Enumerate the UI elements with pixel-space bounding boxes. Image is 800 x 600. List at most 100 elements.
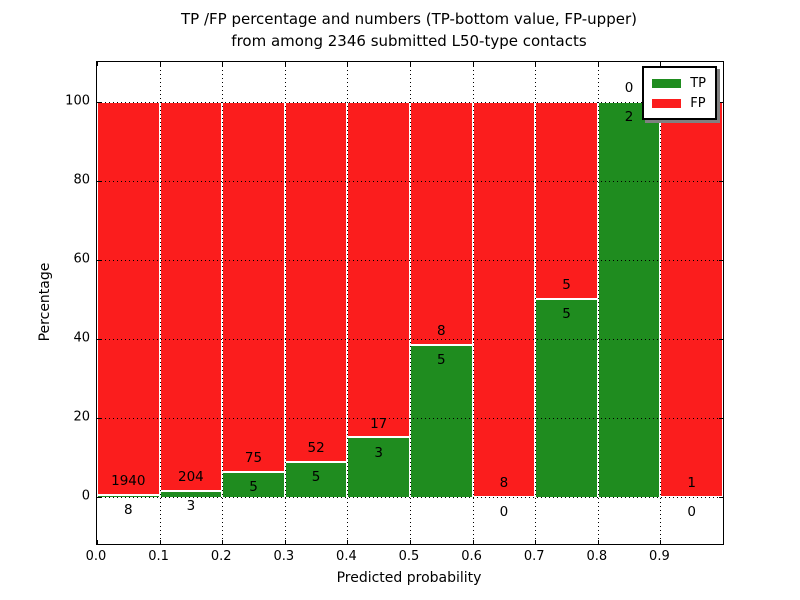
gridline-vertical: [535, 62, 537, 544]
x-tick-mark: [284, 62, 286, 66]
fp-bar: [347, 101, 410, 438]
tp-count-label: 3: [186, 498, 196, 515]
fp-count-label: 204: [178, 469, 204, 486]
fp-count-label: 1: [687, 474, 696, 491]
y-tick-label: 20: [73, 409, 90, 425]
fp-count-label: 0: [624, 79, 634, 96]
gridline-vertical: [472, 62, 474, 544]
tp-count-label: 5: [249, 479, 258, 496]
x-tick-mark: [347, 540, 349, 544]
x-tick-mark: [222, 540, 224, 544]
y-tick-mark: [97, 180, 101, 182]
fp-count-label: 52: [307, 440, 325, 457]
tp-legend-label: TP: [690, 75, 706, 91]
x-tick-mark: [347, 62, 349, 66]
y-tick-label: 80: [73, 172, 90, 188]
fp-count-label: 8: [437, 322, 446, 339]
x-tick-label: 0.8: [586, 549, 608, 564]
x-tick-mark: [159, 540, 161, 544]
tick-marks-layer: [97, 62, 723, 544]
fp-bar: [97, 101, 160, 495]
x-tick-label: 0.5: [398, 549, 420, 564]
x-tick-mark: [660, 540, 662, 544]
y-tick-label: 0: [81, 488, 90, 504]
tp-count-label: 5: [311, 469, 321, 486]
x-tick-mark: [535, 62, 537, 66]
x-tick-mark: [472, 540, 474, 544]
x-tick-label: 0.1: [148, 549, 169, 564]
x-tick-mark: [97, 62, 98, 66]
plot-area: 1940 8 204 3 75 5 52 5 17 3 8 5 8 0 5 5 0 2 1 0 TP FP: [96, 61, 724, 545]
x-tick-mark: [660, 62, 662, 66]
tp-bar: [97, 494, 160, 497]
tp-bar: [410, 344, 473, 497]
fp-count-label: 17: [370, 415, 388, 432]
x-tick-label: 0.4: [336, 549, 357, 564]
y-tick-mark: [97, 101, 101, 103]
legend-entry-fp: FP: [652, 93, 706, 113]
x-tick-mark: [97, 540, 98, 544]
y-tick-mark: [719, 259, 723, 261]
gridline-vertical: [410, 62, 411, 544]
x-axis-label: Predicted probability: [336, 570, 482, 586]
x-tick-label: 0.9: [649, 549, 670, 564]
tp-count-label: 5: [437, 352, 446, 369]
chart-title: TP /FP percentage and numbers (TP-bottom…: [96, 8, 722, 52]
y-tick-mark: [719, 101, 723, 103]
gridline-vertical: [284, 62, 286, 544]
x-tick-mark: [597, 62, 599, 66]
y-tick-mark: [97, 338, 101, 340]
tp-legend-swatch-icon: [652, 78, 682, 88]
tp-count-label: 8: [124, 502, 133, 519]
x-tick-label: 0.6: [461, 549, 482, 564]
fp-bar: [535, 101, 598, 300]
tp-count-label: 2: [624, 108, 634, 125]
y-tick-mark: [97, 259, 101, 261]
x-tick-mark: [410, 540, 411, 544]
x-tick-mark: [597, 540, 599, 544]
annotations-layer: 1940 8 204 3 75 5 52 5 17 3 8 5 8 0 5 5 0 2 1 0: [97, 62, 723, 544]
tp-bar: [535, 299, 598, 497]
chart-title-line1: TP /FP percentage and numbers (TP-bottom…: [181, 10, 637, 28]
fp-bar: [284, 101, 348, 462]
y-tick-mark: [719, 338, 723, 340]
x-tick-label: 0.0: [85, 549, 107, 564]
x-tick-mark: [284, 540, 286, 544]
legend-entry-tp: TP: [652, 73, 706, 93]
fp-count-label: 75: [244, 450, 263, 467]
gridline-vertical: [222, 62, 224, 544]
x-tick-label: 0.7: [523, 549, 545, 564]
x-tick-labels: 0.0 0.1 0.2 0.3 0.4 0.5 0.6 0.7 0.8 0.9: [86, 549, 722, 569]
fp-count-label: 5: [562, 277, 571, 294]
grid-layer: [97, 62, 723, 544]
gridline-vertical: [660, 62, 662, 544]
y-tick-label: 40: [73, 330, 90, 346]
gridline-vertical: [347, 62, 349, 544]
tp-count-label: 5: [562, 306, 571, 323]
y-tick-label: 100: [65, 93, 90, 108]
tp-count-label: 3: [374, 444, 383, 461]
tp-bar: [284, 461, 348, 497]
y-tick-labels: 0 20 40 60 80 100: [34, 61, 90, 543]
y-tick-mark: [719, 180, 723, 182]
x-tick-mark: [410, 62, 411, 66]
tp-bar: [347, 437, 410, 497]
fp-legend-swatch-icon: [652, 98, 682, 108]
gridline-vertical: [159, 62, 161, 544]
fp-bar: [472, 101, 536, 497]
y-tick-mark: [719, 496, 723, 498]
legend: TP FP: [642, 66, 717, 120]
bars-layer: [97, 62, 723, 544]
x-tick-mark: [472, 62, 474, 66]
y-tick-mark: [97, 417, 101, 419]
tp-count-label: 0: [499, 503, 509, 520]
fp-legend-label: FP: [690, 95, 706, 111]
y-tick-mark: [97, 496, 101, 498]
fp-count-label: 1940: [111, 473, 146, 490]
x-tick-mark: [535, 540, 537, 544]
fp-bar: [660, 101, 723, 497]
x-tick-mark: [222, 62, 224, 66]
x-tick-mark: [159, 62, 161, 66]
gridline-vertical: [597, 62, 599, 544]
